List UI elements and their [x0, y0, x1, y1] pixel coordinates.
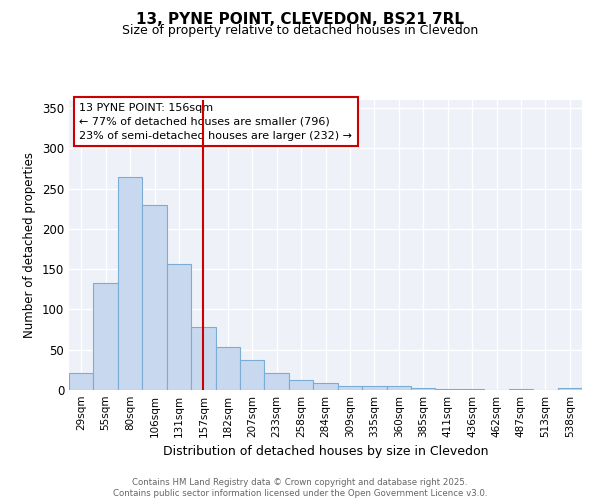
Bar [240, 360, 265, 390]
Bar [265, 373, 289, 390]
Bar [94, 283, 118, 390]
Bar [362, 386, 386, 390]
Bar [338, 386, 362, 390]
Bar [313, 383, 338, 390]
Bar [557, 388, 582, 390]
Text: 13, PYNE POINT, CLEVEDON, BS21 7RL: 13, PYNE POINT, CLEVEDON, BS21 7RL [136, 12, 464, 28]
Bar [167, 264, 191, 390]
Text: 13 PYNE POINT: 156sqm
← 77% of detached houses are smaller (796)
23% of semi-det: 13 PYNE POINT: 156sqm ← 77% of detached … [79, 103, 352, 141]
Text: Size of property relative to detached houses in Clevedon: Size of property relative to detached ho… [122, 24, 478, 37]
Y-axis label: Number of detached properties: Number of detached properties [23, 152, 37, 338]
X-axis label: Distribution of detached houses by size in Clevedon: Distribution of detached houses by size … [163, 446, 488, 458]
Bar [411, 388, 436, 390]
Bar [191, 327, 215, 390]
Text: Contains HM Land Registry data © Crown copyright and database right 2025.
Contai: Contains HM Land Registry data © Crown c… [113, 478, 487, 498]
Bar [509, 389, 533, 390]
Bar [289, 380, 313, 390]
Bar [460, 389, 484, 390]
Bar [386, 386, 411, 390]
Bar [118, 176, 142, 390]
Bar [215, 346, 240, 390]
Bar [436, 389, 460, 390]
Bar [69, 373, 94, 390]
Bar [142, 204, 167, 390]
